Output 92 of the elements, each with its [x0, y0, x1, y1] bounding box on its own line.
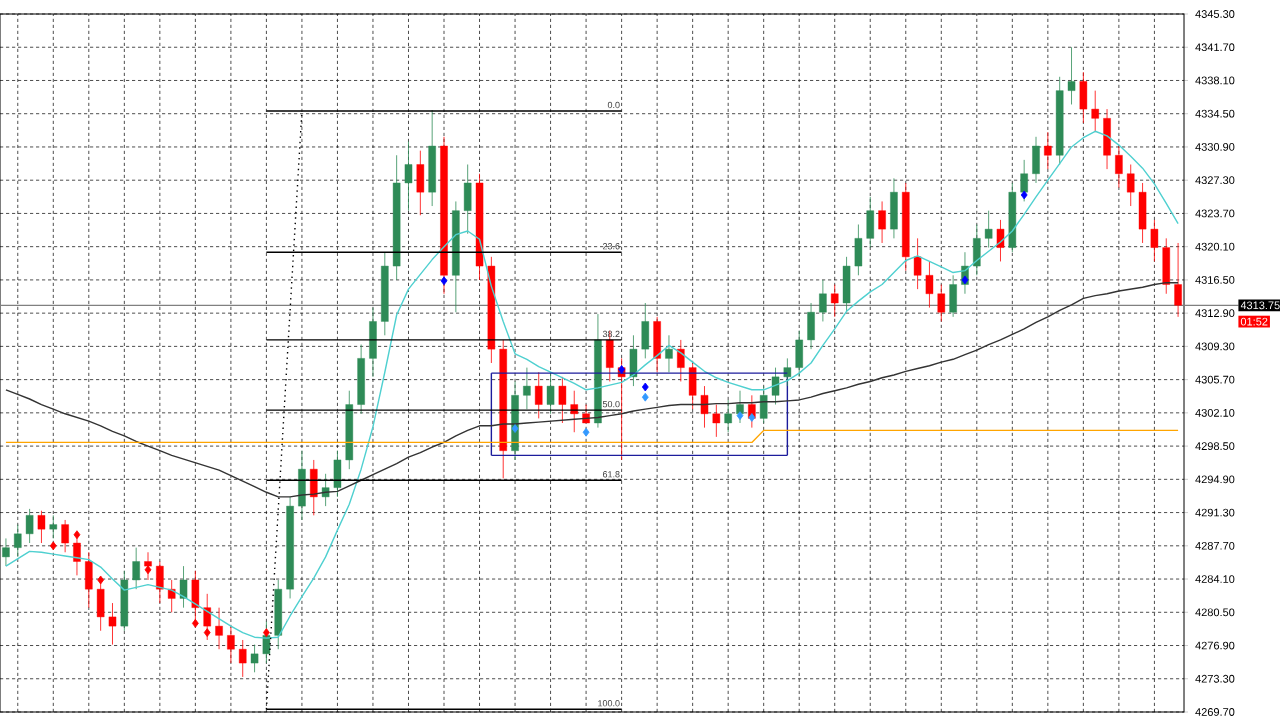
point [618, 365, 626, 374]
candlestick [238, 639, 247, 678]
y-tick-label: 4316.50 [1195, 276, 1235, 284]
y-tick-label: 4327.30 [1195, 176, 1235, 185]
y-tick-label: 4273.30 [1195, 674, 1235, 683]
candlestick [937, 284, 946, 322]
ref-line-label: 4313.75 [1240, 301, 1280, 310]
y-tick-label: 4305.70 [1195, 375, 1235, 384]
candlestick [108, 602, 117, 645]
point [263, 628, 270, 637]
candlestick [724, 399, 732, 433]
point [736, 411, 744, 421]
candlestick [712, 404, 721, 438]
y-tick-label: 4276.90 [1195, 641, 1235, 650]
y-tick-label: 4291.30 [1195, 508, 1235, 517]
y-tick-label: 4309.30 [1195, 342, 1235, 351]
candlestick [1126, 164, 1135, 207]
candlestick [546, 371, 555, 415]
candlestick [25, 508, 34, 544]
candlestick [1115, 145, 1123, 188]
candlestick [558, 376, 567, 424]
series-label: 61.8 [602, 471, 620, 478]
point [1020, 190, 1028, 200]
series-label: 0.0 [607, 101, 620, 109]
candlestick [878, 201, 886, 244]
candlestick [771, 367, 780, 405]
y-tick-label: 4345.30 [1195, 10, 1235, 18]
candlestick [61, 519, 69, 553]
candlestick [37, 510, 46, 544]
candlestick [1091, 90, 1099, 133]
y-tick-label: 4323.70 [1195, 209, 1235, 218]
y-tick-label: 4294.90 [1195, 475, 1235, 484]
y-tick-label: 4284.10 [1195, 575, 1235, 583]
candlestick [215, 607, 223, 650]
point [511, 424, 519, 433]
point [144, 565, 152, 575]
point [748, 413, 756, 422]
candlestick [677, 339, 685, 382]
candlestick [534, 371, 543, 419]
candlestick [523, 367, 531, 410]
y-tick-label: 4269.70 [1195, 708, 1235, 716]
point [49, 541, 57, 551]
candlestick [819, 279, 827, 322]
point [73, 530, 81, 540]
candlestick [1150, 219, 1159, 262]
candlestick [1174, 242, 1182, 318]
point [97, 575, 105, 585]
candlestick [1067, 46, 1076, 105]
candlestick [203, 593, 211, 641]
candlestick [144, 551, 152, 581]
candlestick [736, 390, 744, 424]
y-tick-label: 4334.50 [1195, 109, 1235, 118]
point [582, 427, 590, 437]
candlestick [2, 538, 10, 567]
y-tick-label: 4338.10 [1195, 76, 1235, 85]
series-label: 23.6 [602, 243, 620, 250]
candlestick [913, 237, 922, 290]
candlestick [132, 547, 140, 590]
candlestick [179, 565, 188, 609]
point [203, 628, 211, 637]
candlestick [227, 625, 235, 664]
candlestick [582, 404, 590, 424]
y-tick-label: 4280.50 [1195, 608, 1235, 617]
point [191, 618, 199, 628]
candlestick [1020, 159, 1028, 202]
series-label: 100.0 [598, 700, 620, 707]
text: 01:52 [1240, 317, 1268, 326]
y-tick-label: 4287.70 [1195, 541, 1235, 550]
candlestick [49, 514, 58, 539]
candlestick [156, 561, 164, 604]
candlestick [759, 385, 768, 424]
y-tick-label: 4341.70 [1195, 43, 1235, 52]
point [641, 382, 649, 392]
candlestick [404, 141, 413, 212]
candlestick [925, 261, 934, 309]
y-tick-label: 4320.10 [1195, 242, 1235, 251]
series-label: 50.0 [602, 400, 620, 408]
candlestick [700, 385, 709, 429]
candlestick [665, 334, 673, 373]
point [641, 392, 649, 402]
candlestick [996, 219, 1005, 262]
candlestick [1044, 131, 1052, 170]
candlestick [250, 644, 259, 673]
point [961, 275, 969, 285]
y-tick-label: 4330.90 [1195, 143, 1235, 151]
candlestick [14, 524, 22, 558]
y-tick-label: 4312.90 [1195, 309, 1235, 318]
y-tick-label: 4298.50 [1195, 442, 1235, 450]
candlestick [984, 210, 993, 248]
y-tick-label: 4302.10 [1195, 408, 1235, 417]
candlestick [830, 284, 839, 318]
point [440, 276, 448, 286]
